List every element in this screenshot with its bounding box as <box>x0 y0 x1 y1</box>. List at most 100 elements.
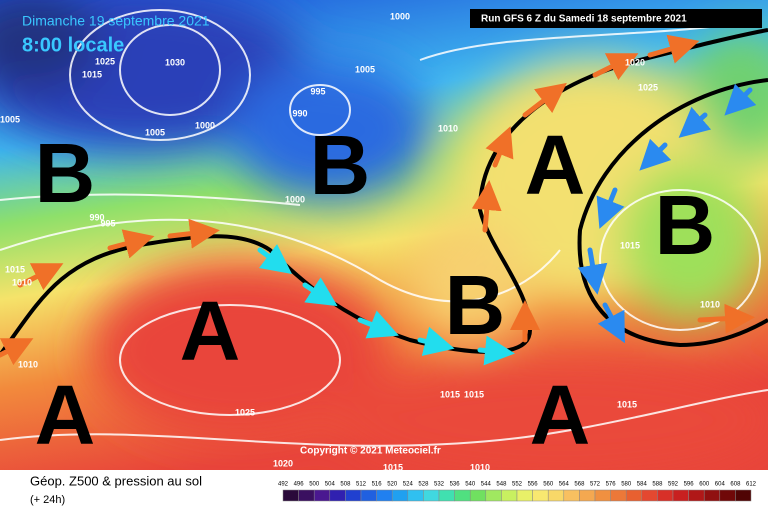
colorbar-swatch <box>516 489 533 502</box>
colorbar-label: 540 <box>465 482 476 488</box>
colorbar-label: 504 <box>325 482 336 488</box>
colorbar-label: 576 <box>606 482 617 488</box>
colorbar-swatch <box>423 489 440 502</box>
colorbar-label: 552 <box>512 482 523 488</box>
isobar-label: 1025 <box>638 82 658 92</box>
pressure-center: B <box>35 126 96 220</box>
colorbar-label: 556 <box>528 482 539 488</box>
colorbar-label: 600 <box>699 482 710 488</box>
colorbar-swatch <box>501 489 518 502</box>
colorbar-swatch <box>625 489 643 502</box>
footer-title: Géop. Z500 & pression au sol <box>30 473 202 488</box>
colorbar-label: 592 <box>668 482 679 488</box>
colorbar-label: 516 <box>372 482 383 488</box>
colorbar-swatch <box>298 489 315 502</box>
colorbar-label: 580 <box>621 482 632 488</box>
isobar-label: 1010 <box>12 277 32 287</box>
colorbar-swatch <box>313 489 331 502</box>
isobar-label: 1000 <box>390 11 410 21</box>
colorbar-swatch <box>282 489 299 502</box>
colorbar-label: 548 <box>496 482 507 488</box>
isobar-label: 990 <box>292 108 307 118</box>
date: Dimanche 19 septembre 2021 <box>22 13 210 29</box>
colorbar-swatch <box>703 489 721 502</box>
colorbar-swatch <box>454 489 471 502</box>
run-info: Run GFS 6 Z du Samedi 18 septembre 2021 <box>481 14 687 25</box>
isobar-label: 1025 <box>95 56 115 66</box>
isobar-label: 1015 <box>383 462 403 472</box>
footer-lead: (+ 24h) <box>30 494 65 506</box>
colorbar-label: 588 <box>652 482 663 488</box>
isobar-label: 995 <box>100 218 115 228</box>
pressure-center: B <box>310 118 371 212</box>
isobar-label: 1015 <box>620 240 640 250</box>
colorbar-swatch <box>641 489 658 502</box>
colorbar-swatch <box>547 489 565 502</box>
colorbar-label: 608 <box>730 482 741 488</box>
pressure-center: A <box>180 284 241 378</box>
map-background <box>0 0 768 480</box>
colorbar-label: 604 <box>715 482 726 488</box>
colorbar-label: 584 <box>637 482 648 488</box>
isobar-label: 1025 <box>235 407 255 417</box>
isobar-label: 1030 <box>165 57 185 67</box>
colorbar-swatch <box>594 489 611 502</box>
colorbar-label: 596 <box>684 482 695 488</box>
colorbar-swatch <box>657 489 674 502</box>
colorbar-label: 544 <box>481 482 492 488</box>
colorbar-swatch <box>688 489 705 502</box>
colorbar-swatch <box>438 489 455 502</box>
copyright: Copyright © 2021 Meteociel.fr <box>300 446 441 457</box>
run-box <box>470 9 762 28</box>
isobar-label: 1020 <box>273 458 293 468</box>
colorbar-label: 508 <box>340 482 351 488</box>
isobar-label: 1010 <box>438 123 458 133</box>
pressure-center: A <box>525 118 586 212</box>
colorbar-label: 524 <box>403 482 414 488</box>
colorbar-swatch <box>407 489 424 502</box>
colorbar-swatch <box>532 489 549 502</box>
colorbar-swatch <box>345 489 362 502</box>
colorbar-swatch <box>360 489 377 502</box>
isobar-label: 1015 <box>617 399 637 409</box>
colorbar-label: 492 <box>278 482 289 488</box>
pressure-center: B <box>445 258 506 352</box>
colorbar-label: 520 <box>387 482 398 488</box>
isobar-label: 1000 <box>285 194 305 204</box>
colorbar-label: 560 <box>543 482 554 488</box>
isobar-label: 1010 <box>700 299 720 309</box>
colorbar-swatch <box>329 489 346 502</box>
isobar-label: 1005 <box>0 114 20 124</box>
colorbar-swatch <box>735 489 752 502</box>
colorbar-label: 568 <box>574 482 585 488</box>
colorbar-swatch <box>610 489 627 502</box>
isobar-label: 1005 <box>355 64 375 74</box>
isobar-label: 1010 <box>470 462 490 472</box>
colorbar-swatch <box>719 489 736 502</box>
colorbar-label: 528 <box>418 482 429 488</box>
colorbar-swatch <box>563 489 580 502</box>
colorbar-label: 532 <box>434 482 445 488</box>
isobar-label: 1015 <box>82 69 102 79</box>
isobar-label: 1015 <box>464 389 484 399</box>
colorbar-label: 496 <box>294 482 305 488</box>
pressure-center: A <box>35 368 96 462</box>
isobar-label: 1015 <box>440 389 460 399</box>
colorbar-swatch <box>469 489 487 502</box>
colorbar-swatch <box>485 489 502 502</box>
colorbar-label: 612 <box>746 482 757 488</box>
isobar-label: 990 <box>89 212 104 222</box>
colorbar-swatch <box>376 489 393 502</box>
pressure-center: A <box>530 368 591 462</box>
isobar-label: 1010 <box>18 359 38 369</box>
isobar-label: 1000 <box>195 120 215 130</box>
isobar-label: 1015 <box>5 264 25 274</box>
isobar-label: 1005 <box>145 127 165 137</box>
colorbar-swatch <box>672 489 689 502</box>
colorbar-label: 564 <box>559 482 570 488</box>
time: 8:00 locale <box>22 34 124 56</box>
colorbar-swatch <box>391 489 409 502</box>
colorbar-label: 500 <box>309 482 320 488</box>
colorbar-label: 572 <box>590 482 601 488</box>
